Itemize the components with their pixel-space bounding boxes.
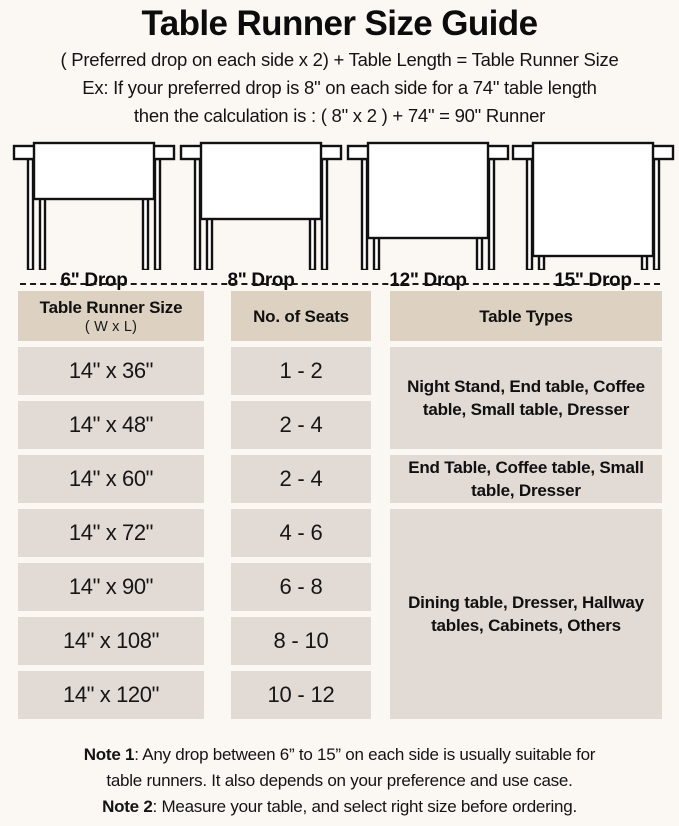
seats-value: 4 - 6 [279,520,323,545]
note-2-line: Note 2: Measure your table, and select r… [0,794,679,820]
column-subtitle: ( W x L) [84,318,138,335]
notes-block: Note 1: Any drop between 6” to 15” on ea… [0,742,679,820]
header-text-stack: Table Types [479,306,573,327]
seats-cell: 1 - 2 [231,347,371,395]
table-types-value: Night Stand, End table, Coffee table, Sm… [407,377,645,419]
seats-value: 6 - 8 [279,574,323,599]
header-block: Table Runner Size Guide ( Preferred drop… [0,0,679,128]
runner-size-value: 14" x 90" [68,574,154,599]
table-header-cell-1: Table Runner Size( W x L) [18,291,204,341]
table-types-value: End Table, Coffee table, Small table, Dr… [408,458,644,500]
column-title: Table Types [479,306,573,326]
note-1-line-1: Note 1: Any drop between 6” to 15” on ea… [0,742,679,768]
runner-size-value: 14" x 36" [68,358,154,383]
drop-label-6in: 6" Drop [60,270,128,291]
seats-cell: 6 - 8 [231,563,371,611]
drop-label-8in: 8" Drop [227,270,295,291]
table-illustration-12in [344,138,512,270]
table-types-value: Dining table, Dresser, Hallway tables, C… [408,593,644,635]
page-title: Table Runner Size Guide [141,4,539,43]
seats-cell: 8 - 10 [231,617,371,665]
table-row: 14" x 48" [18,401,204,449]
column-title: No. of Seats [253,306,349,326]
runner-size-value: 14" x 108" [62,628,160,653]
runner-size-value: 14" x 72" [68,520,154,545]
header-text-stack: Table Runner Size( W x L) [40,297,183,336]
note-1-text-1: : Any drop between 6” to 15” on each sid… [134,745,596,764]
note-1-label: Note 1 [83,745,135,764]
seats-cell: 4 - 6 [231,509,371,557]
example-line-1: Ex: If your preferred drop is 8" on each… [82,77,597,98]
seats-value: 10 - 12 [267,682,335,707]
seats-value: 8 - 10 [273,628,329,653]
table-drop-diagram [0,138,679,270]
note-2-text: : Measure your table, and select right s… [152,797,578,816]
drop-label-12in: 12" Drop [389,270,467,291]
drop-label-15in: 15" Drop [554,270,632,291]
table-types-cell: End Table, Coffee table, Small table, Dr… [390,455,662,503]
table-header-cell-3: Table Types [390,291,662,341]
runner-size-value: 14" x 48" [68,412,154,437]
seats-value: 1 - 2 [279,358,323,383]
table-row: 14" x 36" [18,347,204,395]
seats-value: 2 - 4 [279,466,323,491]
table-illustration-8in [177,138,345,270]
column-title: Table Runner Size [39,297,183,317]
table-row: 14" x 90" [18,563,204,611]
header-text-stack: No. of Seats [253,306,349,327]
seats-cell: 10 - 12 [231,671,371,719]
size-table: Table Runner Size( W x L) No. of Seats Tab… [0,291,679,731]
example-line-2: then the calculation is : ( 8" x 2 ) + 7… [133,105,546,126]
table-illustration-6in [10,138,178,270]
drop-label-row: 6" Drop 8" Drop 12" Drop 15" Drop [0,270,679,296]
seats-cell: 2 - 4 [231,401,371,449]
section-divider [20,283,660,285]
table-types-cell: Night Stand, End table, Coffee table, Sm… [390,347,662,449]
table-row: 14" x 60" [18,455,204,503]
table-illustration-15in [509,138,677,270]
table-header-cell-2: No. of Seats [231,291,371,341]
runner-size-value: 14" x 120" [62,682,160,707]
runner-size-value: 14" x 60" [68,466,154,491]
table-types-cell: Dining table, Dresser, Hallway tables, C… [390,509,662,719]
note-2-label: Note 2 [102,797,153,816]
note-1-line-2: table runners. It also depends on your p… [106,771,573,790]
formula-text: ( Preferred drop on each side x 2) + Tab… [60,49,619,70]
table-row: 14" x 120" [18,671,204,719]
seats-cell: 2 - 4 [231,455,371,503]
seats-value: 2 - 4 [279,412,323,437]
table-row: 14" x 72" [18,509,204,557]
table-row: 14" x 108" [18,617,204,665]
